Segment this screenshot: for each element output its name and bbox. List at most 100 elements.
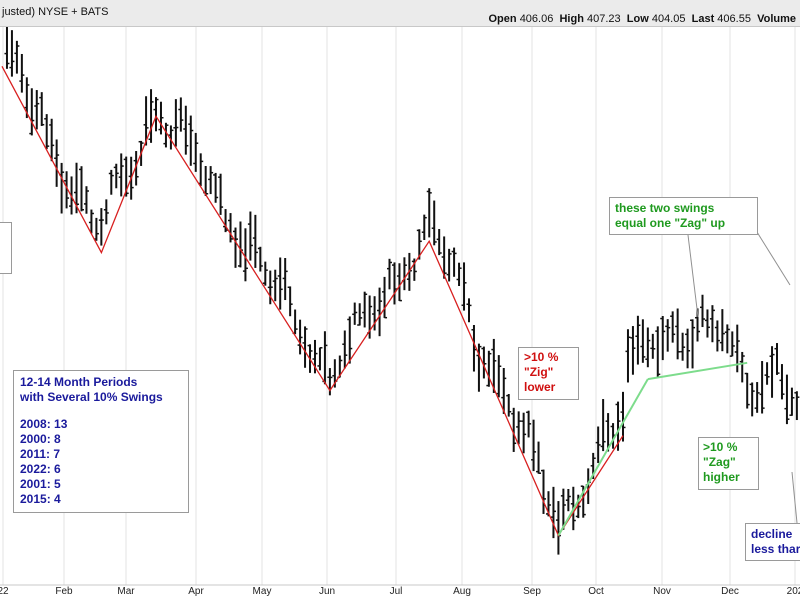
ohlc-bar [347,316,353,364]
ohlc-bar [749,382,755,417]
ohlc-bar [44,114,50,150]
ohlc-bar [193,132,199,172]
ohlc-bar [377,287,383,337]
ohlc-bar [317,347,323,371]
ohlc-bar [665,319,671,352]
swings-line: equal one "Zag" up [615,216,726,230]
ohlc-bar [39,92,45,126]
ohlc-bar [188,115,194,166]
ohlc-bar [476,343,482,392]
ohlc-bar [54,139,60,187]
ohlc-bar [143,96,149,146]
x-tick-label: Oct [588,586,604,597]
ohlc-bar [118,153,124,197]
ohlc-bar [252,214,258,268]
ohlc-bar [9,30,15,77]
periods-title-line: with Several 10% Swings [20,390,163,404]
ohlc-bar [461,262,467,311]
ohlc-bar [769,346,775,398]
ohlc-bar [213,172,219,203]
swings-line: these two swings [615,201,715,215]
ohlc-bar [516,411,522,445]
ohlc-bar [486,350,492,387]
ohlc-bar [14,40,20,74]
callout-line [687,234,699,318]
ohlc-bar [391,262,397,305]
ohlc-bar [78,166,84,212]
ohlc-bar [645,327,651,368]
zag-line: >10 % [703,440,738,454]
ohlc-bar [620,391,626,442]
ohlc-bar [531,419,537,472]
ohlc-bar [719,309,725,352]
ohlc-bar [640,319,646,363]
swing-line [557,378,649,536]
ohlc-bar [153,97,159,132]
zag-note: >10 % "Zag" higher [698,437,759,490]
ohlc-bar [739,351,745,383]
ohlc-bar [699,294,705,328]
ohlc-bar [724,324,730,354]
ohlc-bar [242,228,248,282]
period-item: 2015: 4 [20,492,61,506]
period-item: 2001: 5 [20,477,61,491]
swing-periods-note: 12-14 Month Periods with Several 10% Swi… [13,370,189,513]
x-tick-label: Mar [117,586,135,597]
ohlc-bar [396,263,402,302]
callout-line [756,231,791,286]
ohlc-bar [337,355,343,379]
ohlc-bar [441,236,447,279]
period-item: 2011: 7 [20,447,61,461]
ohlc-bar [133,151,139,186]
ohlc-bar [729,331,735,357]
ohlc-bar [218,173,224,215]
zag-line: higher [703,470,740,484]
ohlc-bar [352,302,358,325]
open-value: 406.06 [519,13,554,25]
ohlc-bar [675,308,681,360]
ohlc-bar [113,163,119,189]
ohlc-bar [401,257,407,291]
x-tick-label: Sep [523,586,541,597]
ohlc-bar [789,387,795,416]
ohlc-bar [560,488,566,530]
ohlc-bar [208,166,214,195]
ohlc-bar [93,217,99,241]
last-value: 406.55 [717,13,751,25]
ohlc-bar [158,101,164,135]
volume-label: Volume [757,13,796,25]
x-tick-label: 202 [787,586,800,597]
ohlc-bar [451,247,457,277]
ohlc-bar [625,329,631,383]
x-tick-label: Apr [188,586,204,597]
ohlc-bar [685,328,691,369]
ohlc-bar [382,276,388,319]
ohlc-bar [555,501,561,555]
ohlc-bar [774,343,780,375]
ohlc-bar [471,325,477,372]
ohlc-bar [600,399,606,452]
ohlc-bar [536,441,542,474]
ohlc-bar [228,213,234,243]
ohlc-bar [292,309,298,335]
ohlc-bar [64,171,70,209]
low-label: Low [626,13,649,25]
ohlc-bar [4,27,10,69]
periods-title-line: 12-14 Month Periods [20,375,138,389]
ohlc-bar [501,367,507,414]
ohlc-bar [759,361,765,414]
high-label: High [559,13,584,25]
ohlc-bar [362,291,368,328]
ohlc-bar [232,227,238,268]
ohlc-bar [754,382,760,413]
x-tick-label: Jul [390,586,403,597]
ohlc-bar [267,270,273,305]
zig-line: lower [524,380,556,394]
chart-header: justed) NYSE + BATS Open 406.06 High 407… [0,0,800,27]
ohlc-bar [704,309,710,338]
zigzag-line [1,65,624,537]
ohlc-bar [49,118,55,162]
ohlc-bar [29,88,35,136]
ohlc-bar [178,97,184,132]
ohlc-bar [426,188,432,238]
